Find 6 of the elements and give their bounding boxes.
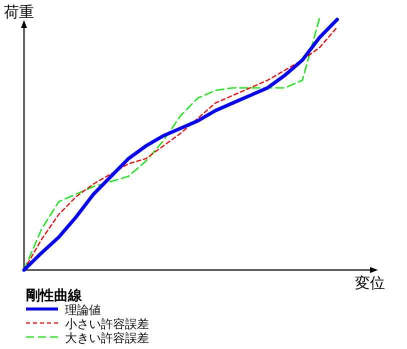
legend-label: 小さい許容誤差 <box>65 317 149 331</box>
y-axis-title: 荷重 <box>4 3 34 21</box>
legend-label: 大きい許容誤差 <box>65 331 149 345</box>
legend-label: 理論値 <box>65 303 101 317</box>
x-axis-title: 変位 <box>355 274 385 292</box>
legend-title: 剛性曲線 <box>26 288 83 304</box>
